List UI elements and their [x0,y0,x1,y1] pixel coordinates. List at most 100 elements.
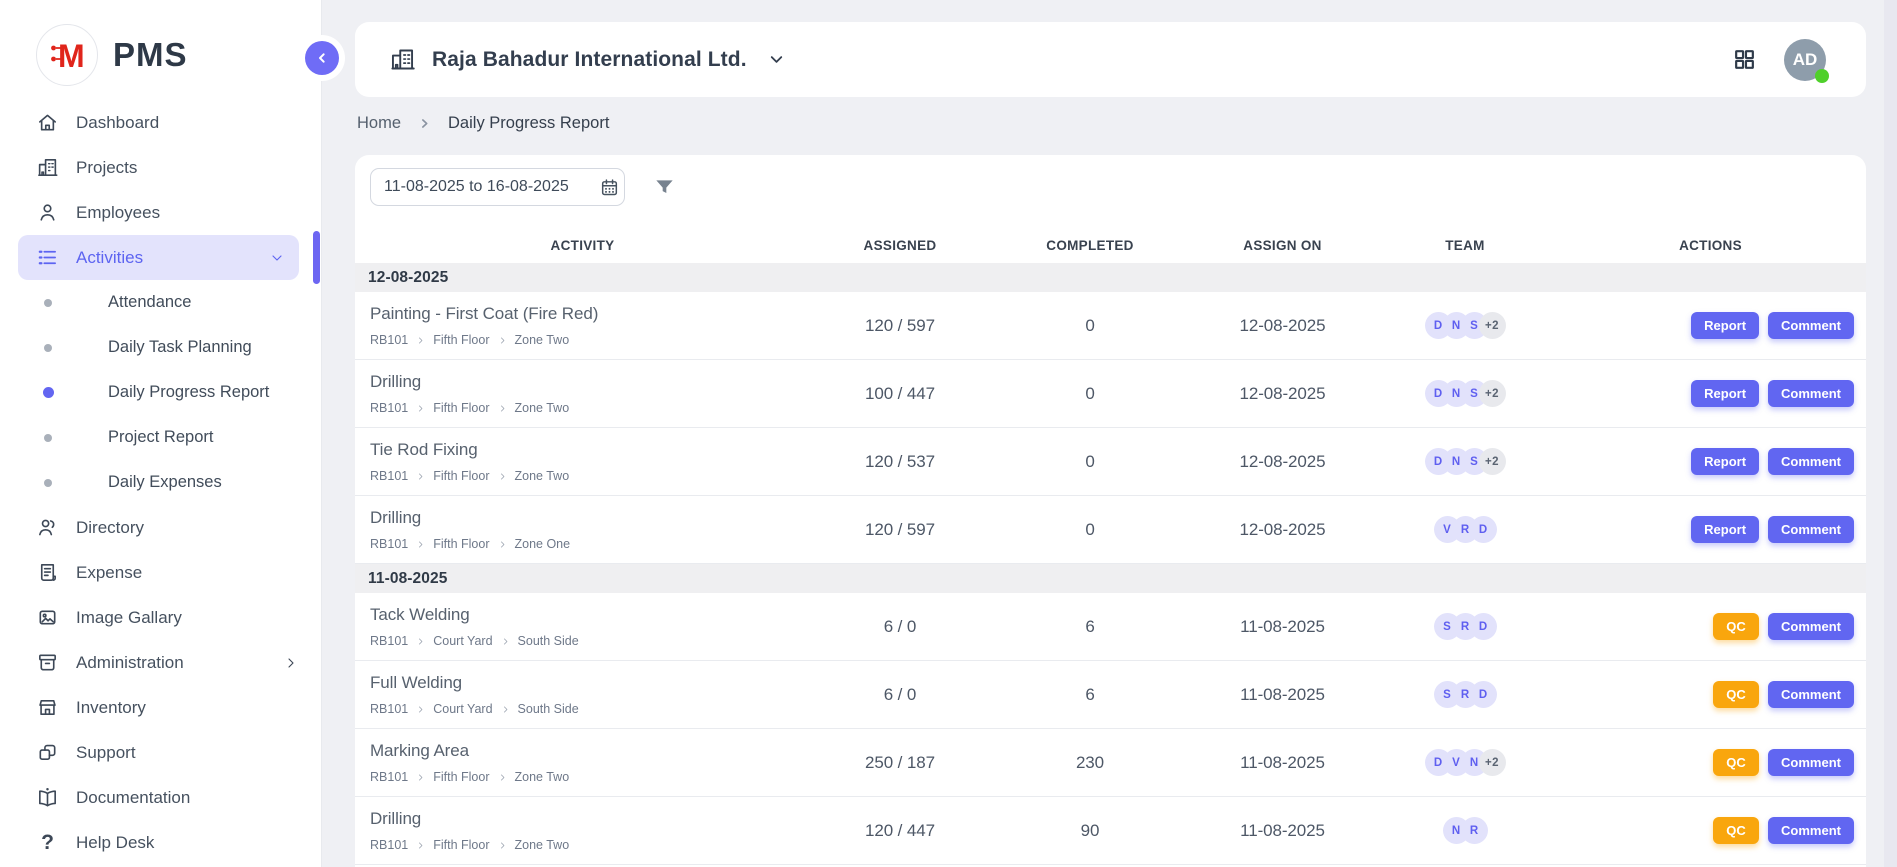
column-header-assign-on: Assign On [1190,238,1375,253]
comment-button[interactable]: Comment [1768,312,1854,339]
sidebar-item-image-gallary[interactable]: Image Gallary [0,595,321,640]
location-part: Zone Two [515,770,570,784]
chevron-left-icon [314,50,330,66]
comment-button[interactable]: Comment [1768,448,1854,475]
sidebar-item-label: Support [76,743,136,763]
logo-mark-icon: M [36,24,98,86]
table-row: DrillingRB101Fifth FloorZone Two100 / 44… [355,360,1866,428]
activity-title: Tack Welding [370,605,810,625]
report-button[interactable]: Report [1691,380,1759,407]
company-selector[interactable]: Raja Bahadur International Ltd. [389,46,786,73]
sidebar-item-administration[interactable]: Administration [0,640,321,685]
date-range-value[interactable] [384,178,591,196]
chevron-right-icon [416,336,425,345]
location-part: RB101 [370,838,408,852]
team-more-badge[interactable]: +2 [1479,312,1506,339]
column-header-activity: Activity [355,238,810,253]
person-icon [36,201,59,224]
sidebar-item-inventory[interactable]: Inventory [0,685,321,730]
breadcrumb-current: Daily Progress Report [448,114,609,133]
filter-funnel-icon[interactable] [653,176,676,199]
team-member-badge[interactable]: D [1470,613,1497,640]
location-part: RB101 [370,770,408,784]
user-avatar[interactable]: AD [1784,39,1826,81]
comment-button[interactable]: Comment [1768,817,1854,844]
sidebar: M PMS DashboardProjectsEmployeesActiviti… [0,0,322,867]
sidebar-item-help-desk[interactable]: ?Help Desk [0,820,321,865]
svg-text:M: M [58,38,85,74]
sidebar-item-employees[interactable]: Employees [0,190,321,235]
activity-location: RB101Fifth FloorZone Two [370,838,810,852]
chevron-right-icon [418,117,431,130]
date-range-input[interactable] [370,168,625,206]
sidebar-item-documentation[interactable]: Documentation [0,775,321,820]
assign-on-value: 11-08-2025 [1190,685,1375,705]
location-part: Fifth Floor [433,333,489,347]
qc-button[interactable]: QC [1713,613,1759,640]
qc-button[interactable]: QC [1713,681,1759,708]
comment-button[interactable]: Comment [1768,516,1854,543]
table-row: Marking AreaRB101Fifth FloorZone Two250 … [355,729,1866,797]
sidebar-item-activities[interactable]: Activities [18,235,299,280]
sidebar-item-daily-task-planning[interactable]: Daily Task Planning [0,325,321,370]
sidebar-item-dashboard[interactable]: Dashboard [0,100,321,145]
sidebar-item-label: Daily Task Planning [108,338,252,357]
sidebar-item-projects[interactable]: Projects [0,145,321,190]
sidebar-item-support[interactable]: Support [0,730,321,775]
chevron-right-icon [498,773,507,782]
sidebar-item-daily-progress-report[interactable]: Daily Progress Report [0,370,321,415]
breadcrumb-home[interactable]: Home [357,114,401,133]
home-icon [36,111,59,134]
report-button[interactable]: Report [1691,312,1759,339]
comment-button[interactable]: Comment [1768,749,1854,776]
report-button[interactable]: Report [1691,516,1759,543]
sidebar-item-label: Inventory [76,698,146,718]
sidebar-item-project-report[interactable]: Project Report [0,415,321,460]
sidebar-item-label: Projects [76,158,137,178]
comment-button[interactable]: Comment [1768,613,1854,640]
team-more-badge[interactable]: +2 [1479,380,1506,407]
comment-button[interactable]: Comment [1768,681,1854,708]
team-avatars: DVN+2 [1375,749,1555,776]
location-part: Fifth Floor [433,770,489,784]
chevron-right-icon [498,540,507,549]
column-header-actions: Actions [1555,238,1866,253]
team-avatars: VRD [1375,516,1555,543]
team-more-badge[interactable]: +2 [1479,749,1506,776]
sidebar-item-label: Image Gallary [76,608,182,628]
team-more-badge[interactable]: +2 [1479,448,1506,475]
activity-cell: Tack WeldingRB101Court YardSouth Side [355,605,810,648]
report-button[interactable]: Report [1691,448,1759,475]
location-part: South Side [518,702,579,716]
chevron-down-icon [767,50,786,69]
activity-title: Marking Area [370,741,810,761]
assigned-value: 100 / 447 [810,384,990,404]
activity-title: Painting - First Coat (Fire Red) [370,304,810,324]
apps-grid-icon[interactable] [1732,47,1757,72]
bullet-icon [44,434,52,442]
table-row: Tack WeldingRB101Court YardSouth Side6 /… [355,593,1866,661]
team-avatars: SRD [1375,613,1555,640]
people-icon [36,516,59,539]
building-icon [36,156,59,179]
sidebar-item-directory[interactable]: Directory [0,505,321,550]
qc-button[interactable]: QC [1713,749,1759,776]
sidebar-item-attendance[interactable]: Attendance [0,280,321,325]
team-member-badge[interactable]: R [1461,817,1488,844]
assign-on-value: 12-08-2025 [1190,452,1375,472]
sidebar-item-label: Activities [76,248,143,268]
activity-location: RB101Fifth FloorZone Two [370,333,810,347]
sidebar-item-expense[interactable]: Expense [0,550,321,595]
chevron-right-icon [498,472,507,481]
calendar-icon [599,177,620,198]
team-member-badge[interactable]: D [1470,681,1497,708]
assign-on-value: 11-08-2025 [1190,821,1375,841]
qc-button[interactable]: QC [1713,817,1759,844]
company-name: Raja Bahadur International Ltd. [432,48,747,72]
sidebar-item-daily-expenses[interactable]: Daily Expenses [0,460,321,505]
table-row: Full WeldingRB101Court YardSouth Side6 /… [355,661,1866,729]
comment-button[interactable]: Comment [1768,380,1854,407]
sidebar-collapse-button[interactable] [305,41,339,75]
page-scrollbar[interactable] [1884,0,1897,867]
team-member-badge[interactable]: D [1470,516,1497,543]
